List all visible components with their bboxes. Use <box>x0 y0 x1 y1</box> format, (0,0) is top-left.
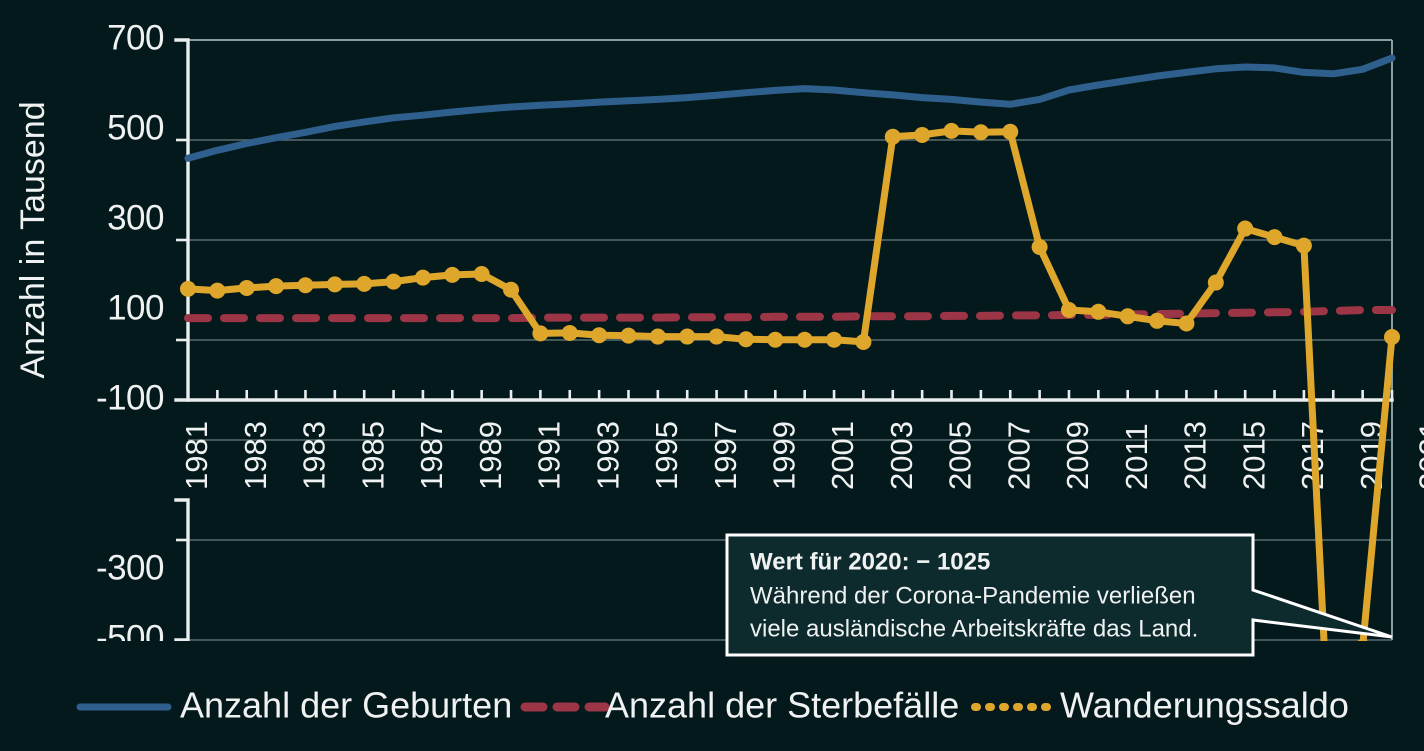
series-marker <box>238 279 255 296</box>
y-tick-label: -300 <box>96 548 164 587</box>
series-marker <box>826 331 843 348</box>
x-tick-label: 2015 <box>1236 421 1271 490</box>
series-marker <box>1002 123 1019 140</box>
x-tick-label: 2007 <box>1001 421 1036 490</box>
series-marker <box>796 331 813 348</box>
series-marker <box>356 275 373 292</box>
y-axis-spine-upper <box>174 38 190 402</box>
series-marker <box>767 331 784 348</box>
series-marker <box>737 331 754 348</box>
series-marker <box>414 269 431 286</box>
series-marker <box>503 281 520 298</box>
callout-bubble <box>725 533 1393 657</box>
x-axis-tickmarks <box>186 390 1394 400</box>
series-marker <box>297 277 314 294</box>
series-line <box>184 306 1396 323</box>
series-marker <box>268 278 285 295</box>
x-tick-label: 2011 <box>1119 423 1154 490</box>
x-tick-label: 2003 <box>884 421 919 490</box>
series-marker <box>180 280 196 297</box>
series-marker <box>1178 315 1195 332</box>
y-tick-label: 100 <box>107 288 164 327</box>
series-marker <box>1149 312 1166 329</box>
series-marker <box>708 328 725 345</box>
series-marker <box>561 324 578 341</box>
y-tick-label: -100 <box>96 378 164 417</box>
x-axis-spine <box>186 390 1394 402</box>
below-plot-mask <box>0 641 1424 751</box>
x-tick-label: 1997 <box>708 421 743 490</box>
series-marker <box>1237 220 1254 237</box>
series-line <box>184 54 1396 162</box>
series-marker <box>972 124 989 141</box>
series-marker <box>620 327 637 344</box>
data-series-group <box>180 54 1400 751</box>
y-axis-spine-lower <box>174 498 190 642</box>
x-tick-label: 1993 <box>590 421 625 490</box>
x-tick-label: 1983 <box>238 421 273 490</box>
series-marker <box>326 276 343 293</box>
series-marker <box>943 122 960 139</box>
annotation-callout: Wert für 2020: − 1025 Während der Corona… <box>725 533 1393 657</box>
x-tick-label: 2001 <box>825 421 860 490</box>
series-marker <box>444 266 461 283</box>
x-tick-label: 2009 <box>1060 421 1095 490</box>
series-marker <box>649 328 666 345</box>
series-marker <box>1295 237 1312 254</box>
callout-line-2: Während der Corona-Pandemie verließen <box>750 582 1196 609</box>
x-tick-label: 1999 <box>767 421 802 490</box>
series-marker <box>1384 329 1400 345</box>
series-marker <box>679 328 696 345</box>
series-marker <box>884 128 901 145</box>
legend-label: Anzahl der Sterbefälle <box>605 685 959 726</box>
y-axis-title: Anzahl in Tausend <box>14 101 52 378</box>
callout-line-3: viele ausländische Arbeitskräfte das Lan… <box>750 615 1198 642</box>
series-marker <box>209 282 226 299</box>
series-marker <box>532 325 549 342</box>
x-tick-label: 2013 <box>1178 421 1213 490</box>
series-marker <box>914 126 931 143</box>
series-marker <box>1207 274 1224 291</box>
x-tick-label: 1989 <box>473 421 508 490</box>
series-marker <box>1031 239 1048 255</box>
y-tick-label: 500 <box>107 108 164 147</box>
callout-headline: Wert für 2020: − 1025 <box>750 548 990 575</box>
series-marker <box>1266 229 1283 246</box>
x-tick-label: 1991 <box>532 421 567 490</box>
series-marker <box>1060 302 1077 318</box>
x-tick-label: 2005 <box>943 421 978 490</box>
chart-legend: Anzahl der Geburten Anzahl der Sterbefäll… <box>76 685 1349 726</box>
x-tick-label: 1981 <box>179 421 214 490</box>
legend-label: Anzahl der Geburten <box>180 685 512 726</box>
series-marker <box>855 333 872 350</box>
x-tick-label: 1985 <box>355 421 390 490</box>
y-tick-label: 700 <box>107 18 164 57</box>
x-tick-label: 1983 <box>297 421 332 490</box>
y-tick-label: 300 <box>107 198 164 237</box>
series-marker <box>385 273 402 290</box>
x-tick-label: 2021 <box>1413 421 1424 490</box>
series-marker <box>1090 303 1107 320</box>
series-marker <box>1119 308 1136 325</box>
x-tick-label: 1995 <box>649 421 684 490</box>
x-tick-label: 1987 <box>414 421 449 490</box>
legend-label: Wanderungssaldo <box>1060 685 1349 726</box>
series-marker <box>591 327 608 344</box>
series-marker <box>473 266 490 282</box>
